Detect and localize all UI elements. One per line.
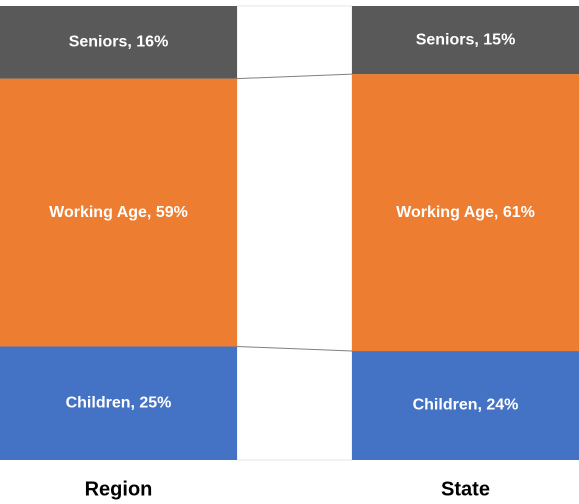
bar-segment: [0, 346, 237, 460]
x-tick-label: Region: [85, 478, 153, 500]
bar-segment: [0, 78, 237, 347]
data-label: Working Age, 61%: [396, 204, 535, 221]
connector-line: [236, 346, 353, 352]
data-label: Children, 25%: [66, 394, 172, 411]
bar-segment: [352, 74, 579, 352]
bar-segment: [0, 6, 237, 79]
data-label: Working Age, 59%: [49, 204, 188, 221]
data-label: Children, 24%: [413, 397, 519, 414]
bar-segment: [352, 351, 579, 460]
data-label: Seniors, 15%: [416, 31, 516, 48]
x-tick-label: State: [441, 478, 490, 500]
connector-line: [236, 73, 353, 80]
data-label: Seniors, 16%: [69, 34, 169, 51]
gap-panel: [236, 5, 353, 461]
bar-segment: [352, 6, 579, 75]
